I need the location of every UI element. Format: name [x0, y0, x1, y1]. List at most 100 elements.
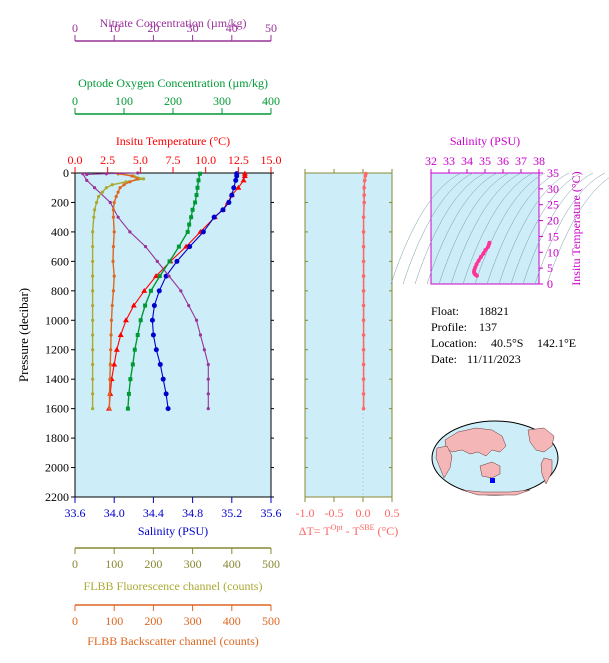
backscatter-point	[118, 186, 122, 190]
ts-y-tick-label: 5	[547, 261, 553, 275]
oxygen-point	[185, 229, 190, 234]
float-info-row: Float: 18821	[431, 304, 509, 319]
salinity-tick-label: 35.6	[261, 506, 282, 520]
fluorescence-tick-label: 0	[72, 557, 78, 571]
oxygen-tick-label: 300	[213, 94, 231, 108]
backscatter-point	[136, 177, 140, 181]
ts-point	[483, 248, 488, 253]
delta-t-label-part: ΔT= T	[299, 524, 332, 538]
backscatter-point	[108, 377, 112, 381]
backscatter-point	[116, 190, 120, 194]
temperature-point	[113, 346, 120, 352]
fluorescence-point	[91, 362, 95, 367]
nitrate-tick-label: 30	[187, 21, 199, 35]
ts-density-contour	[486, 172, 558, 285]
location-label: Location:	[431, 336, 477, 350]
fluorescence-point	[92, 215, 96, 219]
backscatter-point	[107, 392, 112, 396]
oxygen-point	[135, 333, 140, 337]
salinity-tick-label: 35.2	[221, 506, 242, 520]
nitrate-point	[128, 230, 132, 234]
backscatter-point	[111, 289, 116, 293]
nitrate-tick-label: 10	[108, 21, 120, 35]
nitrate-point	[202, 348, 206, 352]
nitrate-point	[85, 178, 89, 182]
salinity-point	[233, 177, 239, 183]
map-land-australia	[479, 461, 501, 479]
oxygen-point	[148, 288, 153, 293]
y-tick-label: 600	[51, 254, 69, 268]
backscatter-tick-label: 200	[144, 614, 162, 628]
nitrate_surface_cap-point	[85, 172, 89, 177]
backscatter-tick-label: 500	[262, 614, 280, 628]
nitrate-point	[198, 333, 203, 337]
delta-t-point	[361, 377, 366, 381]
date-value: 11/11/2023	[467, 352, 521, 366]
salinity-point	[149, 317, 155, 323]
oxygen-point	[195, 185, 200, 190]
ts-y-tick-label: 25	[547, 198, 559, 212]
temperature-point	[235, 184, 242, 190]
oxygen-tick-label: 100	[115, 94, 133, 108]
temperature-point	[130, 302, 137, 308]
delta-t-label-part: - T	[343, 524, 361, 538]
ts-y-tick-label: 35	[547, 166, 559, 180]
profile-plot-area	[74, 172, 272, 498]
delta-t-tick-label: 0.0	[356, 506, 371, 520]
delta-t-tick-label: -0.5	[325, 506, 344, 520]
profile-panel: 0200400600800100012001400160018002000220…	[16, 16, 282, 648]
oxygen-point	[132, 347, 137, 352]
y-tick-label: 0	[63, 166, 69, 180]
fluorescence-point	[142, 177, 146, 181]
delta-t-point	[361, 318, 366, 323]
temperature-point	[117, 332, 124, 337]
ts-plot-area	[430, 172, 540, 285]
fluorescence-tick-label: 200	[144, 557, 162, 571]
location-lat: 40.5°S	[491, 336, 524, 350]
delta-t-point	[361, 289, 366, 293]
oxygen-point	[176, 244, 181, 249]
salinity-point	[174, 258, 180, 264]
ts-y-axis-title: Insitu Temperature (°C)	[569, 171, 583, 285]
ts-density-contour	[450, 172, 522, 285]
y-axis-label: Pressure (decibar)	[16, 288, 31, 382]
nitrate-point	[143, 245, 148, 249]
ts-y-tick-label: 15	[547, 229, 559, 243]
backscatter-point	[111, 215, 116, 219]
ts-y-tick-label: 20	[547, 214, 559, 228]
oxygen-point	[197, 171, 202, 176]
ts-y-tick-label: 30	[547, 182, 559, 196]
salinity-tick-label: 34.8	[182, 506, 203, 520]
fluorescence-tick-label: 500	[262, 557, 280, 571]
float-value: 18821	[479, 304, 509, 318]
ts-density-contour	[402, 172, 474, 285]
backscatter-point	[112, 230, 116, 234]
y-tick-label: 2000	[45, 461, 69, 475]
delta-t-point	[361, 347, 366, 352]
oxygen-point	[196, 178, 201, 183]
fluorescence-point	[91, 377, 95, 381]
nitrate-point	[155, 259, 159, 263]
ts-y-tick-label: 0	[547, 277, 553, 291]
backscatter-point	[111, 208, 116, 212]
fluorescence-point	[91, 318, 95, 322]
backscatter-point	[130, 174, 134, 178]
temperature-point	[122, 317, 129, 323]
delta-t-label-part: (°C)	[374, 524, 398, 538]
backscatter-point	[108, 362, 112, 367]
salinity-point	[229, 192, 235, 198]
ts-point	[474, 273, 479, 278]
backscatter-point	[128, 180, 132, 184]
ts-y-tick-label: 10	[547, 245, 559, 259]
delta-t-point	[362, 200, 366, 205]
backscatter-tick-label: 0	[72, 614, 78, 628]
fluorescence-point	[93, 208, 97, 212]
backscatter-point	[122, 183, 126, 187]
salinity-point	[226, 199, 232, 205]
nitrate-point	[93, 186, 97, 190]
nitrate-point	[187, 303, 191, 308]
fluorescence-axis-title: FLBB Fluorescence channel (counts)	[84, 579, 263, 593]
profile-value: 137	[479, 320, 497, 334]
backscatter-tick-label: 300	[184, 614, 202, 628]
